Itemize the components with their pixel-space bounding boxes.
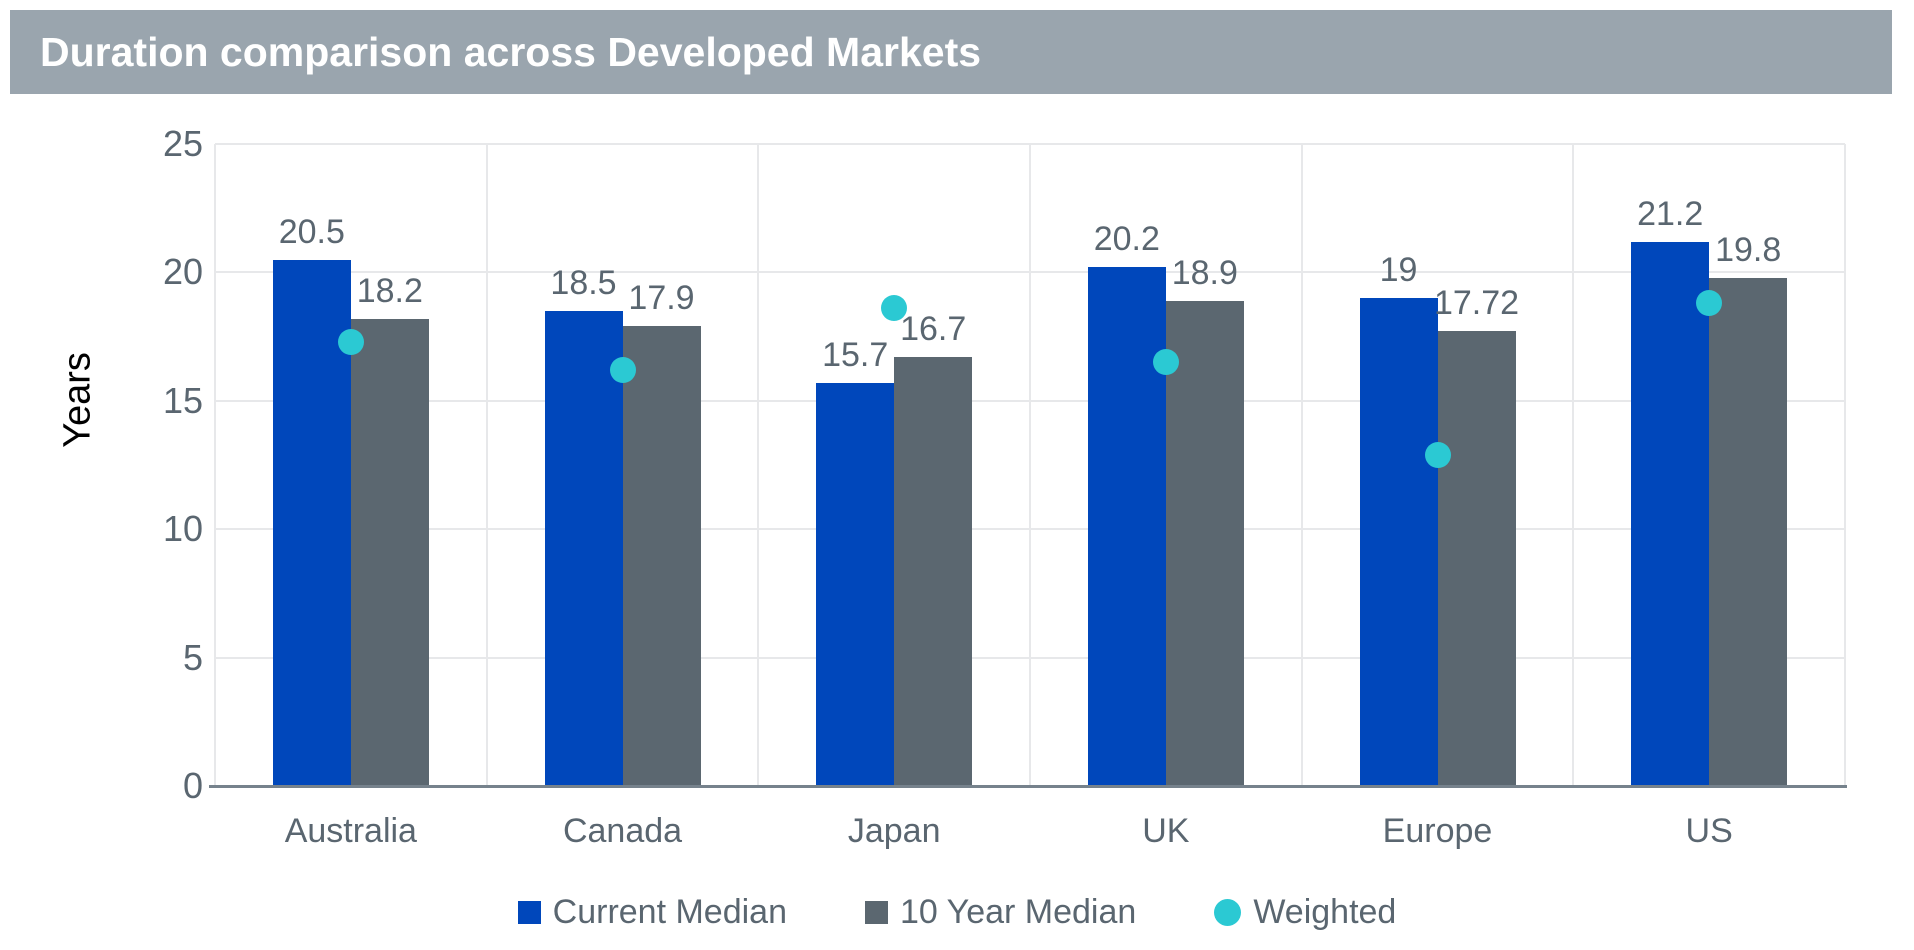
bar-10-year-median-australia xyxy=(350,318,429,786)
gridline-vertical xyxy=(214,144,216,786)
bar-current-median-japan xyxy=(816,382,895,786)
bar-value-label: 20.5 xyxy=(278,212,345,251)
legend: Current Median 10 Year Median Weighted xyxy=(0,893,1914,932)
bar-current-median-uk xyxy=(1087,267,1166,786)
legend-square-icon xyxy=(865,901,888,924)
y-tick-label: 15 xyxy=(162,379,203,421)
weighted-dot-australia xyxy=(337,328,364,355)
y-tick-label: 5 xyxy=(182,636,203,678)
x-axis-label: Japan xyxy=(847,812,941,850)
x-axis-label: Australia xyxy=(284,812,417,850)
bar-10-year-median-japan xyxy=(894,357,973,786)
gridline-vertical xyxy=(757,144,760,786)
bar-10-year-median-canada xyxy=(622,326,701,786)
gridline-vertical xyxy=(1029,144,1031,786)
x-axis-label: Canada xyxy=(562,812,683,850)
legend-item-current-median: Current Median xyxy=(517,893,787,932)
bar-value-label: 15.7 xyxy=(822,335,889,374)
bar-current-median-canada xyxy=(544,310,623,786)
bar-10-year-median-us xyxy=(1709,277,1788,786)
bar-current-median-europe xyxy=(1359,298,1438,786)
bar-value-label: 16.7 xyxy=(900,310,967,349)
bar-value-label: 19.8 xyxy=(1715,230,1782,269)
legend-square-icon xyxy=(517,901,541,924)
weighted-dot-canada xyxy=(609,356,636,383)
weighted-dot-us xyxy=(1696,290,1723,317)
legend-item-10-year-median: 10 Year Median xyxy=(865,893,1136,932)
bar-value-label: 20.2 xyxy=(1093,220,1160,259)
legend-circle-icon xyxy=(1214,899,1242,926)
y-tick-label: 0 xyxy=(182,765,203,806)
bar-value-label: 21.2 xyxy=(1637,194,1704,233)
x-axis-line xyxy=(209,785,1847,788)
x-axis-label: Europe xyxy=(1382,812,1493,850)
y-tick-label: 25 xyxy=(162,123,203,164)
bar-value-label: 18.2 xyxy=(356,271,423,310)
bar-value-label: 19 xyxy=(1379,251,1418,290)
y-tick-label: 20 xyxy=(162,251,203,293)
bar-value-label: 17.72 xyxy=(1433,283,1520,322)
x-axis-label: UK xyxy=(1142,812,1190,850)
legend-label: Weighted xyxy=(1253,893,1397,931)
weighted-dot-uk xyxy=(1152,349,1179,376)
chart-title: Duration comparison across Developed Mar… xyxy=(40,28,982,75)
legend-item-weighted: Weighted xyxy=(1214,893,1396,932)
gridline-vertical xyxy=(1300,144,1303,786)
bar-10-year-median-uk xyxy=(1165,300,1244,786)
weighted-dot-japan xyxy=(881,295,908,322)
bar-current-median-australia xyxy=(272,259,351,786)
weighted-dot-europe xyxy=(1424,441,1451,468)
gridline-vertical xyxy=(485,144,488,786)
plot-area: 20.5 18.2 18.5 17.9 15.7 16.7 20.2 18.9 19 17.72 2… xyxy=(214,143,1846,786)
legend-label: 10 Year Median xyxy=(900,893,1137,931)
gridline-vertical xyxy=(1844,144,1846,786)
bar-current-median-us xyxy=(1631,241,1710,786)
y-tick-label: 10 xyxy=(162,508,203,550)
legend-label: Current Median xyxy=(552,893,787,931)
bar-value-label: 17.9 xyxy=(628,279,695,318)
bar-10-year-median-europe xyxy=(1437,330,1516,786)
bar-value-label: 18.9 xyxy=(1171,253,1238,292)
gridline-vertical xyxy=(1572,144,1575,786)
x-axis-label: US xyxy=(1685,812,1733,850)
bar-value-label: 18.5 xyxy=(550,263,617,302)
chart-title-bar: Duration comparison across Developed Mar… xyxy=(10,10,1892,94)
